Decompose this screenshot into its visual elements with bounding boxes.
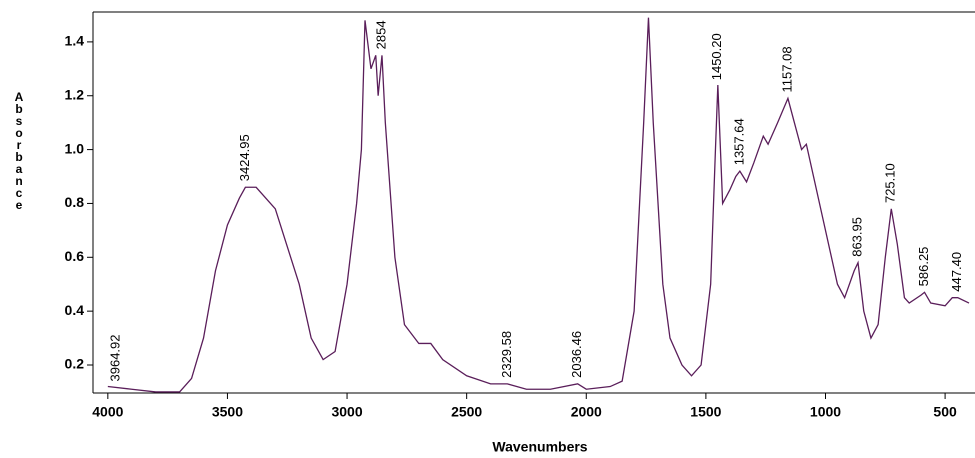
- x-tick-label: 3000: [331, 404, 362, 420]
- x-tick-label: 1500: [690, 404, 721, 420]
- y-tick-label: 1.0: [65, 140, 85, 156]
- peak-label: 1450.20: [709, 33, 724, 80]
- y-tick-label: 0.8: [65, 194, 85, 210]
- x-tick-label: 2000: [571, 404, 602, 420]
- peak-label: 863.95: [849, 217, 864, 257]
- x-axis-label: Wavenumbers: [492, 439, 587, 455]
- peak-label: 2036.46: [569, 331, 584, 378]
- x-tick-label: 2500: [451, 404, 482, 420]
- peak-label: 2329.58: [499, 331, 514, 378]
- peak-label: 586.25: [916, 247, 931, 287]
- y-axis-label: Absorbance: [12, 90, 26, 210]
- y-tick-label: 0.6: [65, 248, 85, 264]
- x-tick-label: 3500: [212, 404, 243, 420]
- peak-label: 3424.95: [237, 134, 252, 181]
- y-tick-label: 1.4: [65, 33, 85, 49]
- x-tick-label: 1000: [810, 404, 841, 420]
- peak-label: 3964.92: [108, 334, 123, 381]
- x-tick-label: 500: [933, 404, 957, 420]
- peak-label: 1357.64: [731, 118, 746, 165]
- peak-label: 447.40: [949, 252, 964, 292]
- spectrum-line: [107, 17, 970, 393]
- y-tick-label: 1.2: [65, 86, 85, 102]
- y-tick-label: 0.4: [65, 302, 85, 318]
- peak-label: 725.10: [883, 163, 898, 203]
- y-tick-label: 0.2: [65, 356, 85, 372]
- peak-label: 2854: [373, 20, 388, 49]
- x-tick-label: 4000: [92, 404, 123, 420]
- peak-label: 1157.08: [779, 46, 794, 92]
